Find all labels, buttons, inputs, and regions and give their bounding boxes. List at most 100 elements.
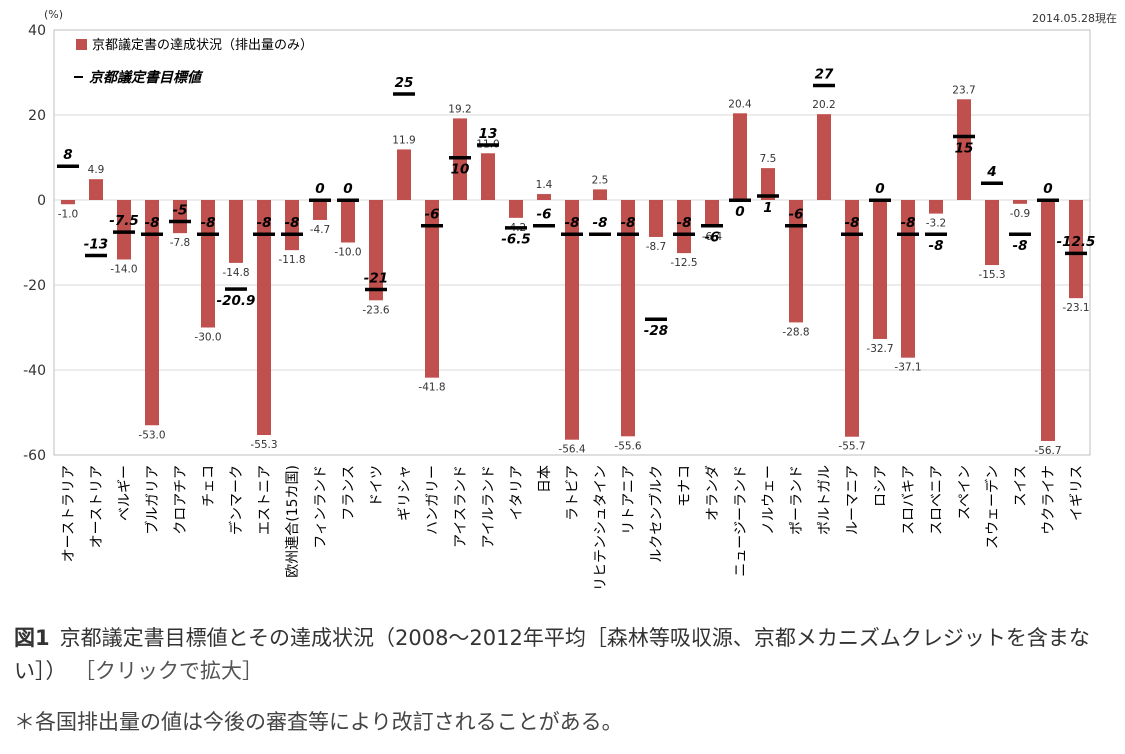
bar bbox=[117, 200, 131, 260]
revision-note: ＊各国排出量の値は今後の審査等により改訂されることがある。 bbox=[14, 710, 623, 734]
x-category-label: スペイン bbox=[957, 465, 973, 520]
enlarge-link[interactable]: ［クリックで拡大］ bbox=[84, 659, 264, 683]
bar-value-label: 1.4 bbox=[536, 179, 553, 191]
x-category-label: ポルトガル bbox=[817, 465, 833, 535]
x-category-label: エストニア bbox=[257, 465, 273, 535]
x-category-label: ニュージーランド bbox=[733, 465, 749, 577]
target-value-label: -8 bbox=[593, 215, 608, 231]
bar bbox=[537, 194, 551, 200]
bar bbox=[257, 200, 271, 436]
target-marker bbox=[281, 232, 303, 236]
target-marker bbox=[169, 219, 191, 224]
bar-value-label: -8.7 bbox=[646, 241, 667, 253]
x-category-label: ドイツ bbox=[369, 465, 385, 507]
chart-area: 40 20 0 -20 -40 -60 (%) 2014.05.28現在 -1.0 8 オーストラリ… bbox=[23, 8, 1117, 591]
target-value-label: 1 bbox=[763, 200, 772, 216]
x-category-label: ウクライナ bbox=[1041, 465, 1057, 535]
bar-value-label: 19.2 bbox=[448, 103, 471, 115]
x-category-label: クロアチア bbox=[173, 465, 189, 535]
target-marker bbox=[1009, 232, 1031, 236]
target-value-label: -8 bbox=[929, 238, 944, 254]
x-category-label: スロベニア bbox=[929, 465, 945, 535]
target-marker bbox=[57, 164, 79, 168]
target-marker bbox=[449, 156, 471, 160]
target-value-label: -28 bbox=[644, 323, 668, 339]
target-marker bbox=[981, 181, 1003, 185]
bar bbox=[173, 200, 187, 234]
bar bbox=[621, 200, 635, 437]
x-category-label: オーストリア bbox=[89, 465, 105, 548]
target-marker bbox=[85, 253, 107, 258]
bar bbox=[593, 189, 607, 200]
target-marker bbox=[561, 232, 583, 236]
target-value-label: -7.5 bbox=[109, 213, 139, 229]
target-value-label: -6 bbox=[789, 207, 804, 223]
date-label: 2014.05.28現在 bbox=[1032, 12, 1117, 25]
bar bbox=[145, 200, 159, 426]
x-category-label: スロバキア bbox=[901, 465, 917, 535]
target-marker bbox=[309, 198, 331, 202]
target-marker bbox=[477, 143, 499, 147]
target-value-label: 0 bbox=[343, 181, 352, 197]
y-unit-label: (%) bbox=[44, 8, 63, 21]
bar-value-label: -4.7 bbox=[310, 224, 331, 236]
target-marker bbox=[393, 92, 415, 96]
bar bbox=[1041, 200, 1055, 441]
bar bbox=[929, 200, 943, 214]
y-tick-label: -40 bbox=[23, 363, 46, 379]
target-value-label: -8 bbox=[201, 215, 216, 231]
target-marker bbox=[757, 194, 779, 198]
x-category-label: イタリア bbox=[509, 465, 525, 520]
bar-value-label: 11.9 bbox=[392, 134, 415, 146]
target-value-label: -8 bbox=[145, 215, 160, 231]
target-marker bbox=[1037, 198, 1059, 202]
x-category-label: リヒテンシュタイン bbox=[593, 465, 609, 591]
bar bbox=[397, 149, 411, 200]
x-category-label: リトアニア bbox=[621, 465, 637, 535]
target-marker bbox=[701, 224, 723, 228]
target-marker bbox=[645, 317, 667, 321]
target-marker bbox=[197, 232, 219, 236]
x-category-label: チェコ bbox=[201, 465, 217, 507]
y-tick-label: -20 bbox=[23, 278, 46, 294]
target-marker bbox=[785, 224, 807, 228]
target-marker bbox=[141, 232, 163, 236]
bar bbox=[873, 200, 887, 339]
target-marker bbox=[673, 232, 695, 236]
bar bbox=[789, 200, 803, 323]
plot-frame bbox=[53, 29, 1091, 456]
bar bbox=[201, 200, 215, 328]
target-marker bbox=[953, 134, 975, 139]
y-tick-label: 40 bbox=[28, 23, 46, 39]
bar-value-label: -23.1 bbox=[1062, 302, 1089, 314]
target-marker bbox=[337, 198, 359, 202]
target-value-label: -8 bbox=[1013, 238, 1028, 254]
figure-caption: 図1 京都議定書目標値とその達成状況（2008〜2012年平均［森林等吸収源、京都… bbox=[14, 622, 1114, 688]
target-marker bbox=[533, 224, 555, 228]
bar-value-label: -41.8 bbox=[418, 382, 445, 394]
bar bbox=[425, 200, 439, 378]
target-value-label: -8 bbox=[285, 215, 300, 231]
bar bbox=[985, 200, 999, 266]
bar-value-label: -55.7 bbox=[838, 441, 865, 453]
x-category-label: ルクセンブルク bbox=[648, 465, 665, 563]
x-category-label: モナコ bbox=[677, 465, 693, 507]
bar-value-label: -32.7 bbox=[866, 343, 893, 355]
x-category-label: ブルガリア bbox=[144, 465, 161, 535]
bar bbox=[565, 200, 579, 440]
bar-value-label: -37.1 bbox=[894, 362, 921, 374]
bar-value-label: -14.0 bbox=[110, 264, 137, 276]
bar-value-label: 2.5 bbox=[592, 174, 609, 186]
x-category-label: オランダ bbox=[705, 465, 721, 521]
target-value-label: -21 bbox=[364, 270, 388, 286]
target-value-label: 0 bbox=[1043, 181, 1052, 197]
bar-value-label: -55.6 bbox=[614, 440, 641, 452]
bar bbox=[705, 200, 719, 228]
x-category-label: ベルギー bbox=[117, 465, 133, 521]
x-category-label: ロシア bbox=[873, 465, 889, 507]
bar-value-label: -11.8 bbox=[278, 254, 305, 266]
bar-value-label: -3.2 bbox=[926, 218, 947, 230]
x-category-label: 日本 bbox=[537, 465, 553, 493]
bar bbox=[1069, 200, 1083, 299]
target-value-label: -12.5 bbox=[1057, 234, 1096, 250]
